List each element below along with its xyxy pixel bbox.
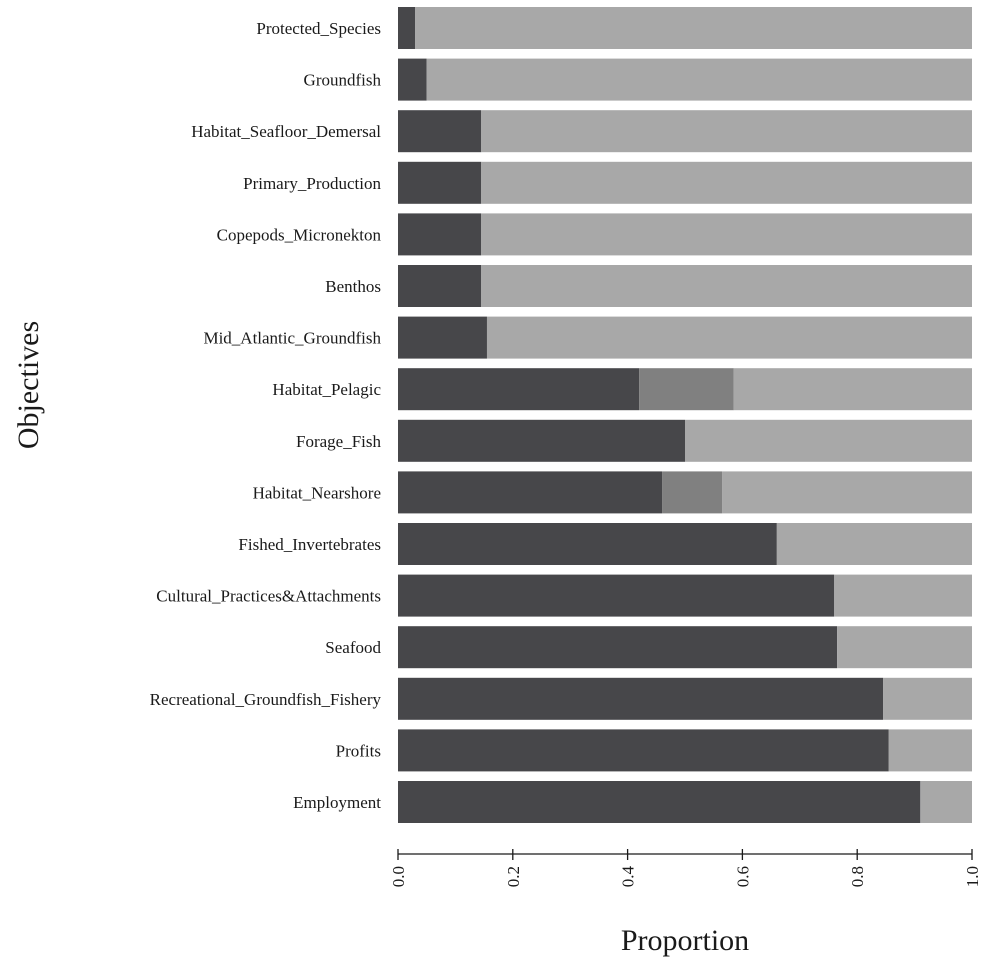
x-tick-label: 0.0 [389,866,408,887]
bar-segment-3 [481,265,972,307]
bar-segment-3 [722,471,972,514]
bar-segment-1 [398,626,838,669]
category-label: Habitat_Nearshore [253,483,381,502]
x-tick-label: 0.2 [504,866,523,887]
bar-segment-1 [398,7,416,49]
bar-segment-1 [398,110,482,153]
x-tick-label: 1.0 [963,866,982,887]
bars-layer [398,7,973,823]
bar-segment-3 [837,626,972,669]
bar-segment-3 [685,419,972,462]
bar-segment-1 [398,574,835,617]
x-tick-label: 0.6 [733,866,752,887]
bar-segment-1 [398,368,640,411]
category-label: Recreational_Groundfish_Fishery [150,690,382,709]
bar-segment-2 [662,471,723,514]
bar-segment-3 [834,574,972,617]
category-label: Copepods_Micronekton [217,225,382,244]
category-label: Employment [293,793,381,812]
x-axis-title: Proportion [621,924,749,957]
x-tick-label: 0.4 [619,866,638,888]
bar-segment-1 [398,523,777,565]
category-label: Mid_Atlantic_Groundfish [203,329,381,348]
bar-segment-1 [398,213,482,256]
x-tick-label: 0.8 [848,866,867,887]
bar-segment-1 [398,161,482,204]
bar-segment-3 [733,368,972,411]
bar-segment-3 [486,316,972,359]
category-labels: Protected_Species Groundfish Habitat_Seafl… [150,19,382,812]
category-label: Benthos [325,277,381,296]
category-label: Protected_Species [256,19,381,38]
category-label: Cultural_Practices&Attachments [156,587,381,606]
bar-segment-1 [398,265,482,307]
category-label: Forage_Fish [296,432,382,451]
bar-segment-3 [426,58,972,101]
category-label: Fished_Invertebrates [238,535,381,554]
category-label: Seafood [325,638,381,657]
bar-segment-1 [398,677,884,720]
category-label: Primary_Production [243,174,381,193]
bar-segment-3 [415,7,973,49]
category-label: Profits [336,741,381,760]
bar-segment-3 [481,110,972,153]
bar-segment-1 [398,58,427,101]
y-axis-title: Objectives [12,321,45,449]
category-label: Groundfish [304,71,382,90]
bar-segment-1 [398,316,487,359]
bar-segment-1 [398,419,685,462]
bar-segment-1 [398,471,663,514]
bar-segment-3 [888,729,972,772]
bar-segment-3 [481,161,972,204]
category-label: Habitat_Pelagic [272,380,381,399]
bar-segment-3 [920,781,972,823]
bar-segment-3 [481,213,972,256]
bar-segment-3 [776,523,972,565]
bar-segment-1 [398,781,921,823]
bar-segment-2 [639,368,734,411]
bar-segment-1 [398,729,889,772]
bar-segment-3 [883,677,972,720]
category-label: Habitat_Seafloor_Demersal [191,122,381,141]
x-axis: 0.0 0.2 0.4 0.6 0.8 1.0 [389,849,982,887]
